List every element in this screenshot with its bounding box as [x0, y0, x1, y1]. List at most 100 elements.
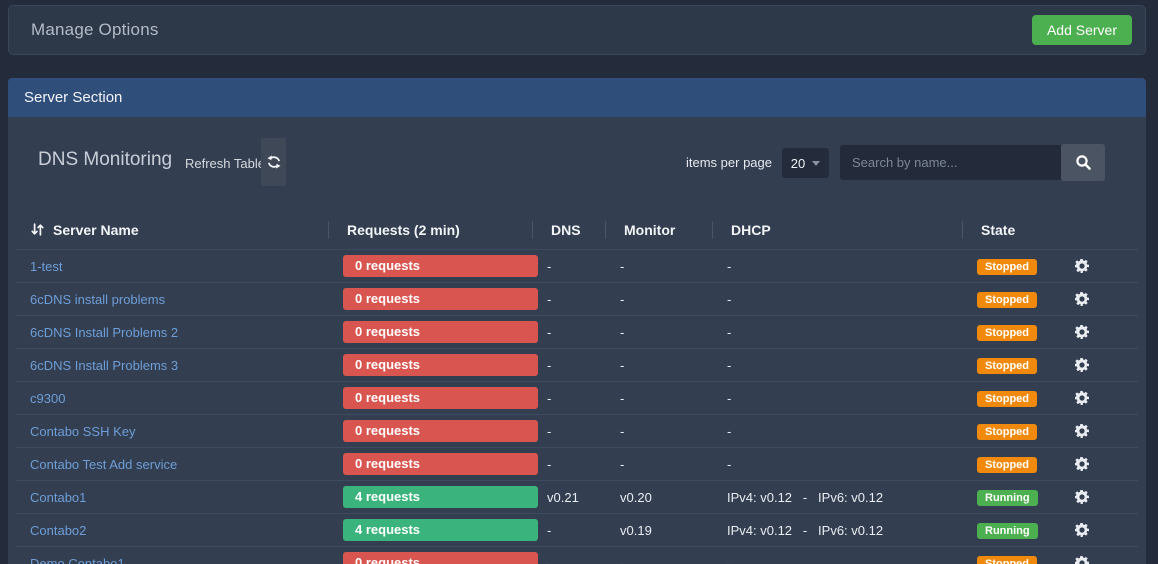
gear-icon[interactable] [1074, 390, 1090, 406]
gear-icon[interactable] [1074, 258, 1090, 274]
column-header-dhcp: DHCP [727, 222, 977, 238]
dns-cell: - [547, 292, 620, 307]
gear-icon[interactable] [1074, 555, 1090, 564]
table-row: 6cDNS Install Problems 3 0 requests - - … [16, 349, 1138, 382]
server-name-link[interactable]: c9300 [30, 391, 65, 406]
requests-badge: 0 requests [343, 354, 538, 376]
column-header-state: State [977, 222, 1052, 238]
dhcp-cell: IPv4: v0.12 - IPv6: v0.12 [727, 523, 977, 538]
server-name-link[interactable]: 6cDNS Install Problems 2 [30, 325, 178, 340]
gear-icon[interactable] [1074, 456, 1090, 472]
server-name-cell: c9300 [16, 391, 343, 406]
actions-cell [1052, 489, 1112, 505]
server-name-link[interactable]: 6cDNS install problems [30, 292, 165, 307]
actions-cell [1052, 357, 1112, 373]
column-header-requests: Requests (2 min) [343, 222, 547, 238]
dns-cell: - [547, 259, 620, 274]
dhcp-cell: - [727, 556, 977, 564]
server-name-cell: Contabo1 [16, 490, 343, 505]
caret-down-icon [812, 161, 820, 166]
gear-icon[interactable] [1074, 489, 1090, 505]
dns-cell: - [547, 358, 620, 373]
requests-badge: 0 requests [343, 255, 538, 277]
table-row: Contabo2 4 requests - v0.19 IPv4: v0.12 … [16, 514, 1138, 547]
requests-cell: 0 requests [343, 321, 547, 343]
refresh-table-button[interactable] [261, 138, 286, 186]
requests-cell: 0 requests [343, 354, 547, 376]
state-cell: Stopped [977, 456, 1052, 473]
state-cell: Running [977, 522, 1052, 539]
table-row: 6cDNS Install Problems 2 0 requests - - … [16, 316, 1138, 349]
server-name-link[interactable]: Contabo Test Add service [30, 457, 177, 472]
page-title: Manage Options [31, 20, 159, 40]
search-button[interactable] [1061, 144, 1105, 181]
column-header-dns: DNS [547, 222, 620, 238]
column-header-server-name[interactable]: Server Name [16, 222, 343, 238]
dhcp-cell: - [727, 457, 977, 472]
requests-cell: 0 requests [343, 387, 547, 409]
server-name-link[interactable]: Contabo1 [30, 490, 86, 505]
dns-cell: - [547, 523, 620, 538]
search-icon [1075, 154, 1092, 171]
monitor-cell: - [620, 325, 727, 340]
state-badge: Stopped [977, 424, 1037, 440]
server-name-link[interactable]: Contabo SSH Key [30, 424, 136, 439]
monitor-cell: v0.20 [620, 490, 727, 505]
state-cell: Stopped [977, 291, 1052, 308]
server-name-cell: Demo Contabo1 [16, 556, 343, 564]
server-name-cell: 6cDNS install problems [16, 292, 343, 307]
gear-icon[interactable] [1074, 522, 1090, 538]
monitor-cell: - [620, 292, 727, 307]
sort-icon[interactable] [30, 222, 45, 237]
state-cell: Stopped [977, 423, 1052, 440]
table-row: Contabo1 4 requests v0.21 v0.20 IPv4: v0… [16, 481, 1138, 514]
server-name-cell: 1-test [16, 259, 343, 274]
state-cell: Stopped [977, 258, 1052, 275]
actions-cell [1052, 456, 1112, 472]
column-label: Server Name [53, 222, 139, 238]
state-badge: Stopped [977, 391, 1037, 407]
server-name-link[interactable]: 6cDNS Install Problems 3 [30, 358, 178, 373]
state-badge: Stopped [977, 259, 1037, 275]
state-cell: Stopped [977, 390, 1052, 407]
dhcp-cell: IPv4: v0.12 - IPv6: v0.12 [727, 490, 977, 505]
server-section-panel: Server Section DNS Monitoring Refresh Ta… [8, 78, 1146, 564]
dhcp-cell: - [727, 424, 977, 439]
monitor-cell: - [620, 391, 727, 406]
state-cell: Stopped [977, 324, 1052, 341]
gear-icon[interactable] [1074, 357, 1090, 373]
server-name-link[interactable]: Contabo2 [30, 523, 86, 538]
requests-cell: 4 requests [343, 519, 547, 541]
column-header-monitor: Monitor [620, 222, 727, 238]
server-name-cell: Contabo SSH Key [16, 424, 343, 439]
server-name-link[interactable]: 1-test [30, 259, 63, 274]
table-row: 6cDNS install problems 0 requests - - - … [16, 283, 1138, 316]
add-server-button[interactable]: Add Server [1032, 15, 1132, 45]
dns-cell: - [547, 457, 620, 472]
dhcp-cell: - [727, 358, 977, 373]
gear-icon[interactable] [1074, 423, 1090, 439]
requests-cell: 0 requests [343, 288, 547, 310]
gear-icon[interactable] [1074, 324, 1090, 340]
monitor-cell: v0.19 [620, 523, 727, 538]
table-header-row: Server Name Requests (2 min) DNS Monitor… [16, 210, 1138, 250]
refresh-table-label: Refresh Table [185, 156, 265, 171]
items-per-page-select[interactable]: 20 [782, 148, 829, 178]
dhcp-cell: - [727, 259, 977, 274]
dns-cell: v0.21 [547, 490, 620, 505]
search-input[interactable] [840, 145, 1061, 180]
requests-badge: 0 requests [343, 453, 538, 475]
requests-cell: 0 requests [343, 552, 547, 564]
server-name-link[interactable]: Demo Contabo1 [30, 556, 125, 564]
actions-cell [1052, 555, 1112, 564]
dns-cell: - [547, 325, 620, 340]
servers-table: Server Name Requests (2 min) DNS Monitor… [16, 210, 1138, 564]
section-title: Server Section [24, 89, 122, 106]
actions-cell [1052, 423, 1112, 439]
gear-icon[interactable] [1074, 291, 1090, 307]
dns-cell: - [547, 424, 620, 439]
refresh-icon [266, 154, 282, 170]
table-row: c9300 0 requests - - - Stopped [16, 382, 1138, 415]
requests-cell: 4 requests [343, 486, 547, 508]
requests-cell: 0 requests [343, 255, 547, 277]
